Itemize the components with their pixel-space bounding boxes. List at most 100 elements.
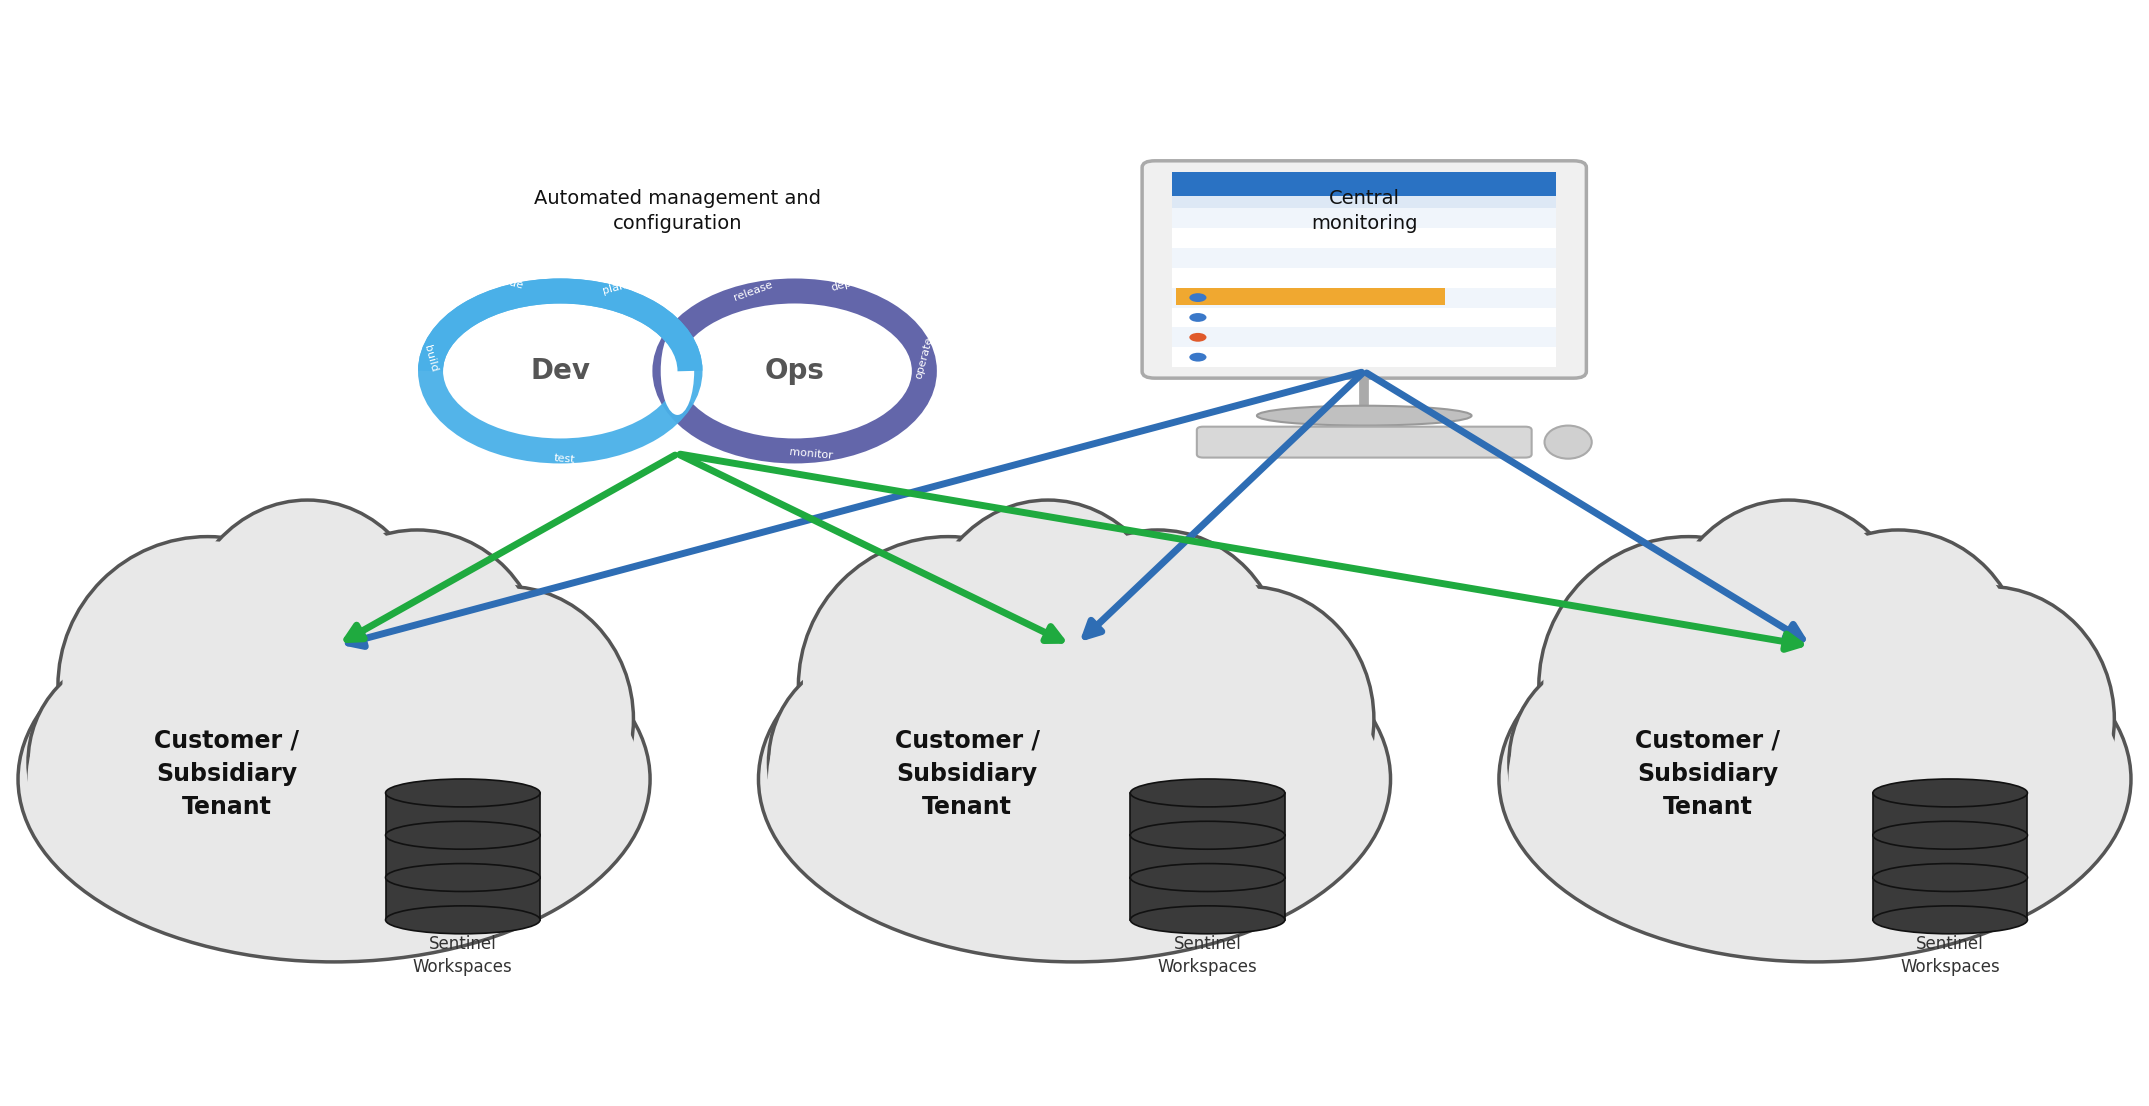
Text: Sentinel
Workspaces: Sentinel Workspaces: [413, 935, 514, 977]
Ellipse shape: [1036, 534, 1281, 792]
Ellipse shape: [759, 596, 1390, 962]
Circle shape: [1188, 293, 1206, 302]
Ellipse shape: [1545, 426, 1592, 459]
Ellipse shape: [385, 779, 539, 807]
Text: Sentinel
Workspaces: Sentinel Workspaces: [1900, 935, 2001, 977]
FancyBboxPatch shape: [1171, 248, 1556, 268]
Ellipse shape: [1631, 732, 1999, 946]
FancyBboxPatch shape: [385, 793, 539, 835]
Circle shape: [1188, 353, 1206, 362]
Ellipse shape: [1874, 779, 2027, 807]
Ellipse shape: [1861, 586, 2115, 853]
Ellipse shape: [799, 536, 1098, 836]
FancyBboxPatch shape: [1176, 288, 1446, 305]
FancyBboxPatch shape: [385, 835, 539, 877]
Ellipse shape: [1874, 864, 2027, 891]
Ellipse shape: [804, 541, 1094, 831]
Ellipse shape: [1661, 500, 1915, 779]
Circle shape: [1188, 313, 1206, 322]
Text: release: release: [733, 280, 774, 303]
FancyBboxPatch shape: [1197, 427, 1532, 458]
Ellipse shape: [1874, 822, 2027, 849]
Ellipse shape: [1509, 656, 1708, 869]
FancyBboxPatch shape: [1171, 268, 1556, 288]
Ellipse shape: [713, 322, 877, 420]
Ellipse shape: [892, 732, 1257, 946]
Ellipse shape: [479, 322, 643, 420]
Ellipse shape: [1130, 779, 1285, 807]
Ellipse shape: [1771, 530, 2024, 796]
Ellipse shape: [150, 732, 518, 946]
Ellipse shape: [1509, 602, 2121, 957]
Text: test: test: [554, 453, 576, 465]
Ellipse shape: [1032, 530, 1285, 796]
Ellipse shape: [1130, 864, 1285, 891]
Ellipse shape: [1665, 504, 1910, 775]
FancyBboxPatch shape: [1171, 347, 1556, 367]
Text: operate: operate: [913, 336, 935, 380]
Ellipse shape: [769, 656, 967, 869]
Ellipse shape: [1543, 541, 1833, 831]
Text: Sentinel
Workspaces: Sentinel Workspaces: [1158, 935, 1257, 977]
Text: monitor: monitor: [789, 447, 834, 461]
FancyBboxPatch shape: [1171, 327, 1556, 347]
Ellipse shape: [1498, 596, 2132, 962]
Ellipse shape: [771, 659, 965, 866]
Ellipse shape: [1122, 586, 1373, 853]
Ellipse shape: [157, 735, 511, 942]
FancyBboxPatch shape: [1874, 793, 2027, 835]
FancyBboxPatch shape: [1171, 208, 1556, 228]
Text: Ops: Ops: [765, 357, 825, 385]
FancyBboxPatch shape: [1171, 288, 1556, 307]
Text: Customer /
Subsidiary
Tenant: Customer / Subsidiary Tenant: [894, 728, 1040, 820]
Ellipse shape: [926, 504, 1171, 775]
Circle shape: [1188, 333, 1206, 342]
FancyBboxPatch shape: [1171, 171, 1556, 196]
Ellipse shape: [181, 500, 434, 779]
Ellipse shape: [1865, 591, 2110, 848]
FancyBboxPatch shape: [1171, 307, 1556, 327]
Ellipse shape: [896, 735, 1253, 942]
Ellipse shape: [385, 591, 630, 848]
Ellipse shape: [1130, 906, 1285, 933]
Ellipse shape: [1874, 906, 2027, 933]
Ellipse shape: [385, 864, 539, 891]
Text: Customer /
Subsidiary
Tenant: Customer / Subsidiary Tenant: [1635, 728, 1779, 820]
FancyBboxPatch shape: [1130, 793, 1285, 835]
Text: deploy: deploy: [830, 273, 868, 293]
FancyBboxPatch shape: [1874, 835, 2027, 877]
FancyBboxPatch shape: [1874, 877, 2027, 920]
Ellipse shape: [1124, 591, 1371, 848]
Ellipse shape: [1257, 406, 1472, 426]
Ellipse shape: [28, 602, 640, 957]
Ellipse shape: [185, 504, 430, 775]
Ellipse shape: [660, 327, 694, 415]
Ellipse shape: [58, 536, 357, 836]
Text: plan: plan: [602, 280, 628, 295]
FancyBboxPatch shape: [1130, 835, 1285, 877]
Ellipse shape: [290, 530, 544, 796]
FancyBboxPatch shape: [1171, 228, 1556, 248]
Ellipse shape: [385, 822, 539, 849]
Ellipse shape: [1130, 822, 1285, 849]
Ellipse shape: [1638, 735, 1992, 942]
Text: Central
monitoring: Central monitoring: [1311, 189, 1418, 233]
Ellipse shape: [767, 602, 1382, 957]
Ellipse shape: [1513, 659, 1706, 866]
Text: Dev: Dev: [531, 357, 591, 385]
Text: Automated management and
configuration: Automated management and configuration: [533, 189, 821, 233]
Ellipse shape: [17, 596, 651, 962]
Ellipse shape: [385, 906, 539, 933]
Ellipse shape: [62, 541, 352, 831]
Ellipse shape: [30, 659, 226, 866]
FancyBboxPatch shape: [1171, 176, 1556, 367]
Text: build: build: [421, 344, 438, 373]
Text: code: code: [496, 274, 524, 291]
FancyBboxPatch shape: [1141, 160, 1586, 378]
Ellipse shape: [28, 656, 228, 869]
Text: Customer /
Subsidiary
Tenant: Customer / Subsidiary Tenant: [155, 728, 299, 820]
Ellipse shape: [922, 500, 1173, 779]
Ellipse shape: [1539, 536, 1837, 836]
FancyBboxPatch shape: [385, 877, 539, 920]
Ellipse shape: [380, 586, 634, 853]
